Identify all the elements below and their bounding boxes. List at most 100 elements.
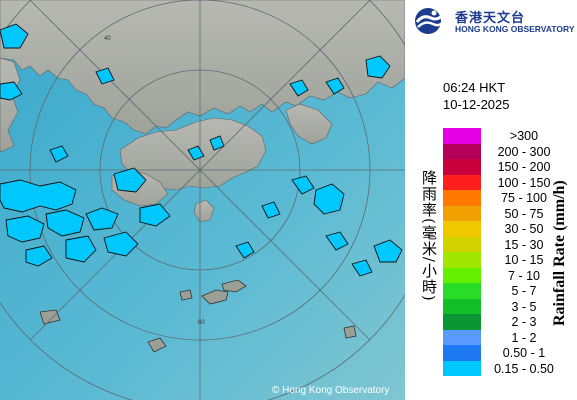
rain-echoes bbox=[0, 23, 403, 277]
org-name-zh: 香港天文台 bbox=[455, 11, 526, 26]
rain-cell-c-2 bbox=[209, 135, 225, 151]
legend-label: 0.15 - 0.50 bbox=[494, 361, 554, 376]
island-south-2 bbox=[221, 279, 247, 293]
island-south-6 bbox=[343, 325, 357, 339]
rain-cell-e-4 bbox=[373, 239, 403, 263]
legend-label: 100 - 150 bbox=[497, 175, 551, 190]
rain-cell-nw-3 bbox=[49, 145, 69, 163]
legend-swatch bbox=[443, 360, 481, 376]
legend-swatch bbox=[443, 143, 481, 159]
island-south-3 bbox=[179, 289, 193, 301]
legend-row: 3 - 5 bbox=[443, 298, 577, 314]
rainfall-rate-legend: >300 200 - 300 150 - 200 100 - 150 75 - 100 5… bbox=[443, 128, 577, 376]
legend-row: 2 - 3 bbox=[443, 314, 577, 330]
legend-swatch bbox=[443, 236, 481, 252]
legend-swatch bbox=[443, 221, 481, 237]
hko-logo-icon bbox=[415, 8, 445, 34]
rain-cell-e-7 bbox=[325, 77, 345, 95]
legend-row: 50 - 75 bbox=[443, 205, 577, 221]
org-name-en: HONG KONG OBSERVATORY bbox=[455, 24, 575, 34]
legend-label: 30 - 50 bbox=[504, 222, 544, 236]
lamma-island bbox=[193, 199, 215, 223]
legend-row: 1 - 2 bbox=[443, 329, 577, 345]
copyright-text: Hong Kong Observatory bbox=[282, 385, 389, 396]
legend-label: 15 - 30 bbox=[504, 237, 544, 252]
legend-row: 5 - 7 bbox=[443, 283, 577, 299]
radar-map[interactable]: 40 60 bbox=[0, 0, 405, 400]
legend-swatch bbox=[443, 190, 481, 206]
range-ring-label-60: 60 bbox=[198, 320, 205, 326]
rain-cell-e-6 bbox=[365, 55, 391, 79]
rain-cell-c-1 bbox=[187, 145, 205, 161]
legend-label: 5 - 7 bbox=[511, 284, 537, 298]
legend-row: 0.50 - 1 bbox=[443, 345, 577, 361]
legend-label: >300 bbox=[509, 129, 539, 143]
legend-row: 7 - 10 bbox=[443, 267, 577, 283]
legend-row: 30 - 50 bbox=[443, 221, 577, 237]
mainland-land bbox=[0, 0, 405, 135]
legend-label: 150 - 200 bbox=[497, 160, 551, 174]
rain-cell-s-2 bbox=[261, 201, 281, 219]
legend-swatch bbox=[443, 345, 481, 361]
rain-cell-west-2 bbox=[5, 215, 45, 243]
rain-cell-nw-2 bbox=[0, 23, 29, 49]
rain-cell-s-1 bbox=[235, 241, 255, 259]
legend-title-en: Rainfall Rate (mm/h) bbox=[551, 180, 568, 326]
legend-row: 100 - 150 bbox=[443, 174, 577, 190]
legend-swatch bbox=[443, 205, 481, 221]
observation-time: 06:24 HKT bbox=[443, 80, 506, 95]
legend-label: 50 - 75 bbox=[504, 206, 544, 221]
range-rings bbox=[0, 0, 405, 400]
legend-swatch bbox=[443, 159, 481, 175]
legend-panel: 香港天文台 HONG KONG OBSERVATORY 06:24 HKT 10… bbox=[405, 0, 577, 400]
legend-row: 150 - 200 bbox=[443, 159, 577, 175]
rain-cell-e-1 bbox=[313, 183, 345, 215]
legend-swatch bbox=[443, 174, 481, 190]
legend-swatch bbox=[443, 252, 481, 268]
legend-row: 0.15 - 0.50 bbox=[443, 360, 577, 376]
rain-cell-west-3 bbox=[45, 209, 85, 237]
radar-map-svg: 40 60 bbox=[0, 0, 405, 400]
legend-swatch bbox=[443, 267, 481, 283]
rain-cell-west-7 bbox=[113, 167, 147, 193]
legend-title-zh: 降雨率(毫米/小時) bbox=[420, 170, 438, 302]
rain-cell-west-4 bbox=[85, 207, 119, 231]
legend-label: 3 - 5 bbox=[511, 299, 537, 314]
legend-label: 1 - 2 bbox=[511, 330, 537, 345]
rain-cell-west-9 bbox=[139, 203, 171, 227]
rain-cell-e-5 bbox=[351, 259, 373, 277]
eastern-peninsula bbox=[285, 103, 333, 145]
legend-swatch bbox=[443, 298, 481, 314]
legend-label: 75 - 100 bbox=[501, 191, 547, 205]
range-ring-label-40: 40 bbox=[104, 36, 111, 42]
rain-cell-nw-1 bbox=[0, 81, 23, 101]
legend-swatch bbox=[443, 283, 481, 299]
legend-swatch bbox=[443, 128, 481, 144]
rain-cell-west-6 bbox=[103, 231, 139, 257]
legend-row: 75 - 100 bbox=[443, 190, 577, 206]
rain-cell-e-3 bbox=[325, 231, 349, 251]
legend-row: >300 bbox=[443, 128, 577, 144]
legend-swatch bbox=[443, 329, 481, 345]
copyright-symbol: © bbox=[272, 385, 280, 396]
legend-label: 2 - 3 bbox=[511, 315, 537, 329]
legend-label: 10 - 15 bbox=[504, 253, 544, 267]
legend-swatch bbox=[443, 314, 481, 330]
legend-label: 200 - 300 bbox=[497, 144, 551, 159]
rain-cell-west-8 bbox=[25, 245, 53, 267]
island-south-1 bbox=[201, 289, 229, 305]
map-copyright: © Hong Kong Observatory bbox=[272, 385, 389, 396]
island-south-5 bbox=[39, 309, 61, 325]
west-bank-land bbox=[0, 57, 21, 153]
legend-row: 10 - 15 bbox=[443, 252, 577, 268]
legend-label: 0.50 - 1 bbox=[502, 346, 546, 360]
rain-cell-nw-4 bbox=[95, 67, 115, 85]
legend-label: 7 - 10 bbox=[508, 268, 540, 283]
observation-date: 10-12-2025 bbox=[443, 97, 510, 112]
legend-row: 200 - 300 bbox=[443, 143, 577, 159]
rain-cell-e-2 bbox=[291, 175, 315, 195]
legend-row: 15 - 30 bbox=[443, 236, 577, 252]
rain-cell-west-5 bbox=[65, 235, 97, 263]
rain-cell-e-8 bbox=[289, 79, 309, 97]
